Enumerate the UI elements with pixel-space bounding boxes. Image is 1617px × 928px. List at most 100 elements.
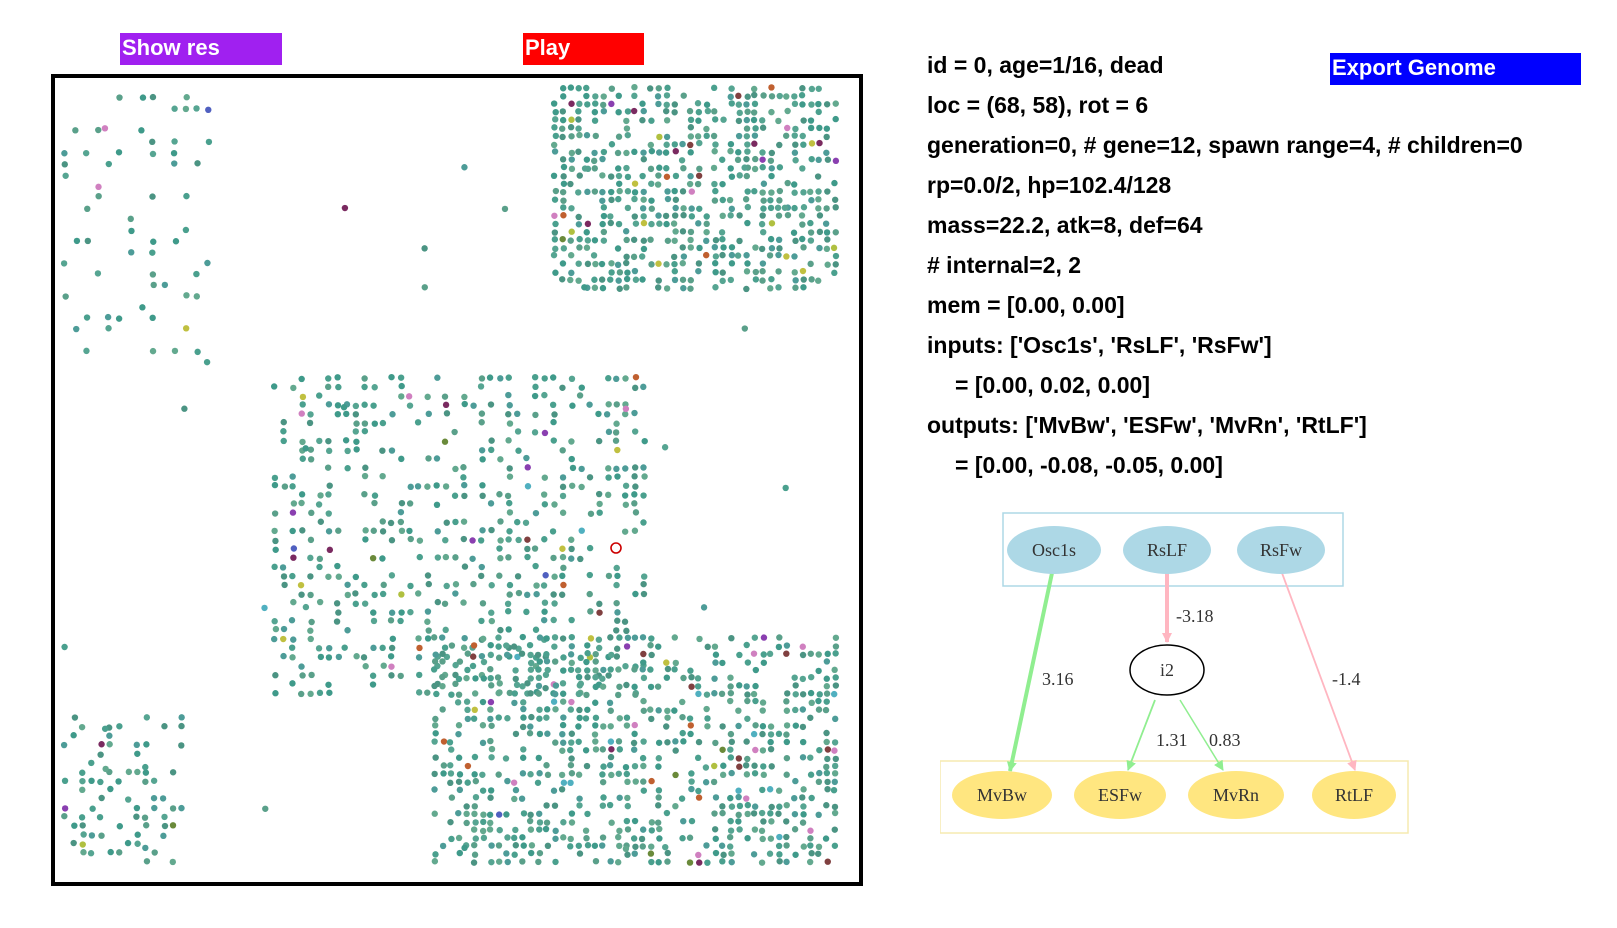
agent-dot xyxy=(335,527,342,534)
agent-dot xyxy=(415,635,422,642)
agent-dot xyxy=(536,634,544,641)
agent-dot xyxy=(524,591,531,599)
agent-dot xyxy=(488,609,495,616)
agent-dot xyxy=(560,581,567,589)
agent-dot xyxy=(760,771,768,779)
agent-dot xyxy=(424,618,431,625)
agent-dot xyxy=(640,196,647,203)
agent-dot xyxy=(599,746,607,753)
agent-dot xyxy=(672,147,679,155)
agent-dot xyxy=(448,746,455,753)
agent-dot xyxy=(768,245,776,252)
agent-dot xyxy=(552,220,559,228)
agent-dot xyxy=(115,149,123,156)
agent-dot xyxy=(335,383,342,391)
export-genome-button[interactable]: Export Genome xyxy=(1330,53,1581,85)
agent-dot xyxy=(640,697,647,705)
agent-dot xyxy=(734,252,742,259)
agent-dot xyxy=(178,714,185,721)
agent-dot xyxy=(680,92,687,99)
agent-dot xyxy=(416,553,423,561)
agent-dot xyxy=(505,411,512,418)
agent-dot xyxy=(487,715,494,723)
agent-dot xyxy=(455,809,462,817)
agent-dot xyxy=(544,666,551,674)
agent-dot xyxy=(800,276,807,283)
agent-dot xyxy=(719,251,726,259)
agent-dot xyxy=(735,722,742,730)
agent-dot xyxy=(640,237,648,244)
agent-dot xyxy=(370,644,377,652)
agent-dot xyxy=(831,739,839,746)
world-view[interactable] xyxy=(51,74,863,886)
agent-dot xyxy=(759,707,766,714)
agent-dot xyxy=(531,392,539,400)
agent-dot xyxy=(512,667,519,674)
agent-dot xyxy=(290,545,298,552)
agent-dot xyxy=(441,393,449,400)
agent-dot xyxy=(752,276,760,283)
show-res-button[interactable]: Show res xyxy=(120,33,282,65)
agent-dot xyxy=(568,228,575,235)
agent-dot xyxy=(568,819,576,826)
agent-dot xyxy=(695,267,702,275)
agent-dot xyxy=(578,483,585,491)
agent-dot xyxy=(807,689,815,697)
agent-dot xyxy=(799,754,807,761)
agent-dot xyxy=(388,572,396,579)
agent-dot xyxy=(560,173,567,180)
agent-dot xyxy=(479,527,486,534)
agent-dot xyxy=(687,141,694,149)
agent-dot xyxy=(608,196,615,204)
agent-dot xyxy=(734,156,742,164)
agent-dot xyxy=(583,84,590,92)
agent-dot xyxy=(615,195,622,203)
agent-dot xyxy=(461,563,469,570)
world-canvas[interactable] xyxy=(55,78,859,882)
agent-dot xyxy=(727,674,734,681)
agent-dot xyxy=(361,420,369,427)
agent-dot xyxy=(577,555,584,563)
agent-dot xyxy=(371,384,378,391)
agent-dot xyxy=(536,826,543,833)
agent-dot xyxy=(397,617,404,625)
agent-dot xyxy=(432,851,439,858)
agent-dot xyxy=(299,527,306,534)
agent-dot xyxy=(608,746,615,753)
agent-dot xyxy=(695,794,703,801)
agent-dot xyxy=(149,150,157,158)
agent-dot xyxy=(169,805,177,812)
agent-dot xyxy=(663,674,671,681)
agent-dot xyxy=(624,188,632,195)
agent-dot xyxy=(799,165,806,172)
agent-dot xyxy=(543,802,550,809)
agent-dot xyxy=(719,196,726,204)
agent-dot xyxy=(783,738,791,746)
agent-dot xyxy=(461,844,468,852)
agent-dot xyxy=(720,244,727,251)
agent-dot xyxy=(718,229,726,236)
agent-dot xyxy=(654,181,662,188)
agent-dot xyxy=(480,658,488,666)
agent-dot xyxy=(98,832,105,839)
agent-dot xyxy=(460,464,467,471)
agent-dot xyxy=(605,672,612,679)
selected-agent-marker[interactable] xyxy=(610,542,622,554)
agent-dot xyxy=(389,635,397,642)
agent-dot xyxy=(425,580,432,588)
agent-dot xyxy=(442,626,449,634)
agent-dot xyxy=(98,794,105,802)
agent-dot xyxy=(792,141,799,148)
agent-dot xyxy=(272,690,279,697)
agent-dot xyxy=(288,644,296,651)
agent-dot xyxy=(623,259,630,267)
agent-dot xyxy=(280,652,287,660)
agent-dot xyxy=(559,492,567,500)
play-button[interactable]: Play xyxy=(523,33,644,65)
agent-dot xyxy=(440,762,448,769)
agent-dot xyxy=(759,786,766,794)
agent-dot xyxy=(703,251,710,259)
agent-dot xyxy=(750,730,758,738)
agent-dot xyxy=(688,770,695,777)
agent-dot xyxy=(461,634,468,642)
